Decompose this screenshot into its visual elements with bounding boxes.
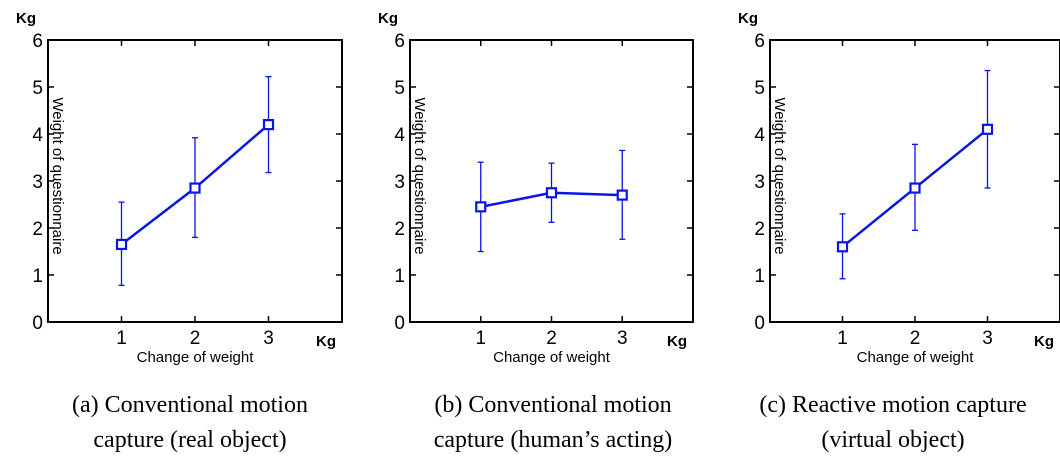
x-tick-label: 3 <box>263 328 274 349</box>
y-tick-label: 5 <box>394 78 405 99</box>
data-point <box>189 182 201 194</box>
y-tick-label: 2 <box>32 219 43 240</box>
panel-caption-line-2: capture (human’s acting) <box>434 427 673 453</box>
y-tick-label: 3 <box>394 172 405 193</box>
data-point <box>115 238 128 251</box>
y-tick-label: 5 <box>754 78 765 99</box>
data-point <box>981 123 994 135</box>
y-tick-label: 4 <box>754 125 765 146</box>
y-tick-label: 3 <box>32 172 43 193</box>
y-tick-label: 6 <box>394 31 405 52</box>
panel-caption-line-1: (c) Reactive motion capture <box>759 392 1026 418</box>
x-tick-label: 1 <box>116 328 127 349</box>
chart-panel-3: 0 1 2 3 4 5 6 1 2 3 Kg Kg Change of weight Weight of … <box>738 10 1060 453</box>
x-tick-label: 2 <box>546 328 557 349</box>
y-tick-label: 6 <box>32 31 43 52</box>
y-axis-title: Weight of questionnaire <box>411 97 428 254</box>
panel-caption-line-1: (a) Conventional motion <box>72 392 308 418</box>
data-point <box>616 189 628 201</box>
y-tick-label: 6 <box>754 31 765 52</box>
x-tick-label: 2 <box>190 328 201 349</box>
y-tick-label: 2 <box>394 219 405 240</box>
x-unit-label: Kg <box>667 333 687 350</box>
y-unit-label: Kg <box>738 10 758 27</box>
y-tick-label: 0 <box>394 313 405 334</box>
data-point <box>836 241 849 253</box>
x-tick-label: 2 <box>910 328 921 349</box>
x-tick-label: 3 <box>982 328 993 349</box>
y-tick-label: 0 <box>754 313 765 334</box>
y-tick-label: 4 <box>32 125 43 146</box>
panel-caption-line-2: (virtual object) <box>821 427 964 453</box>
chart-panel-2: 0 1 2 3 4 5 6 1 2 3 Kg Kg Change of weight Weight of … <box>378 10 694 453</box>
x-axis-title: Change of weight <box>493 349 611 366</box>
x-tick-label: 3 <box>617 328 628 349</box>
y-axis-title: Weight of questionnaire <box>49 97 66 254</box>
y-unit-label: Kg <box>378 10 398 27</box>
y-tick-label: 1 <box>394 266 405 287</box>
data-point <box>262 118 275 131</box>
x-axis-title: Change of weight <box>137 349 255 366</box>
y-axis-title: Weight of questionnaire <box>771 97 788 254</box>
data-point <box>545 187 558 199</box>
data-point <box>909 182 921 194</box>
y-tick-label: 0 <box>32 313 43 334</box>
panel-caption-line-1: (b) Conventional motion <box>434 392 671 418</box>
panel-caption-line-2: capture (real object) <box>93 427 286 453</box>
y-tick-label: 1 <box>32 266 43 287</box>
x-tick-label: 1 <box>475 328 486 349</box>
chart-panel-1: 0 1 2 3 4 5 6 1 2 3 Kg Kg Change of weight Weight of … <box>16 10 343 453</box>
y-tick-label: 3 <box>754 172 765 193</box>
y-tick-label: 4 <box>394 125 405 146</box>
x-axis-title: Change of weight <box>857 349 975 366</box>
x-tick-label: 1 <box>837 328 848 349</box>
y-tick-label: 2 <box>754 219 765 240</box>
y-unit-label: Kg <box>16 10 36 27</box>
y-tick-label: 1 <box>754 266 765 287</box>
data-point <box>475 201 487 213</box>
x-unit-label: Kg <box>1034 333 1054 350</box>
x-unit-label: Kg <box>316 333 336 350</box>
y-tick-label: 5 <box>32 78 43 99</box>
